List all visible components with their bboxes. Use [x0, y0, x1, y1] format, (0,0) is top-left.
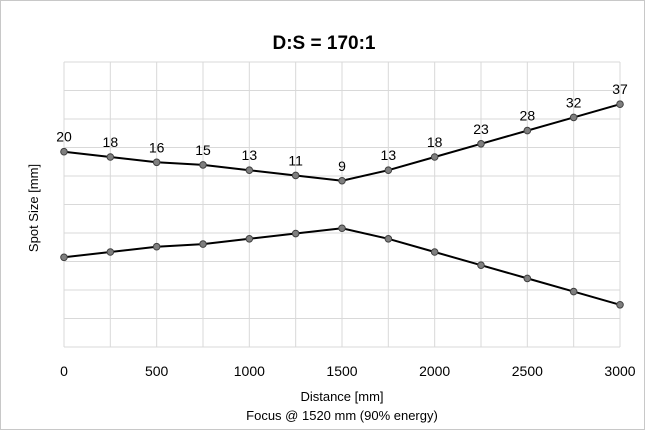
x-tick-label: 500: [145, 363, 169, 379]
data-point: [106, 153, 115, 161]
data-point: [291, 171, 300, 180]
data-label: 11: [288, 152, 303, 168]
data-point: [569, 113, 578, 122]
data-point: [523, 274, 532, 283]
data-label: 18: [427, 134, 443, 150]
data-point: [384, 166, 393, 174]
data-labels: 20 18 16 15 13 11 9 13 18 23 28 32 37: [56, 81, 628, 174]
data-label: 32: [566, 94, 582, 110]
data-point: [523, 126, 532, 135]
data-label: 37: [612, 81, 628, 97]
data-point: [245, 235, 254, 243]
data-point: [106, 248, 115, 256]
data-point: [384, 235, 393, 243]
x-tick-label: 3000: [604, 363, 635, 379]
data-point: [338, 224, 346, 233]
x-tick-label: 2000: [419, 363, 450, 379]
data-point: [569, 287, 578, 296]
data-point: [477, 140, 485, 148]
data-label: 15: [195, 142, 211, 158]
data-point: [152, 242, 161, 251]
data-point: [152, 158, 161, 167]
data-point: [60, 253, 68, 262]
y-axis-label: Spot Size [mm]: [26, 164, 41, 252]
data-point: [60, 147, 68, 156]
data-label: 9: [338, 158, 346, 174]
data-label: 13: [242, 147, 258, 163]
data-point: [245, 166, 254, 174]
data-point: [199, 240, 207, 248]
data-label: 13: [381, 147, 397, 163]
data-label: 28: [520, 108, 536, 124]
x-tick-label: 0: [60, 363, 68, 379]
data-point: [430, 248, 439, 256]
data-point: [430, 153, 439, 161]
data-point: [616, 300, 624, 309]
data-point: [477, 261, 485, 269]
data-point: [291, 229, 300, 238]
x-tick-label: 1500: [326, 363, 357, 379]
x-tick-labels: 0 500 1000 1500 2000 2500 3000: [60, 363, 636, 379]
grid-lines: [63, 61, 621, 348]
x-tick-label: 1000: [234, 363, 265, 379]
data-label: 18: [103, 134, 119, 150]
x-tick-label: 2500: [512, 363, 543, 379]
x-axis-label: Distance [mm]: [300, 389, 383, 404]
data-point: [199, 161, 207, 169]
data-points: [60, 100, 624, 309]
data-label: 20: [56, 129, 72, 145]
chart-footnote: Focus @ 1520 mm (90% energy): [246, 408, 438, 423]
data-label: 23: [473, 121, 489, 137]
data-label: 16: [149, 139, 165, 155]
data-point: [338, 176, 346, 185]
chart-title: D:S = 170:1: [273, 33, 376, 54]
data-point: [616, 100, 624, 109]
